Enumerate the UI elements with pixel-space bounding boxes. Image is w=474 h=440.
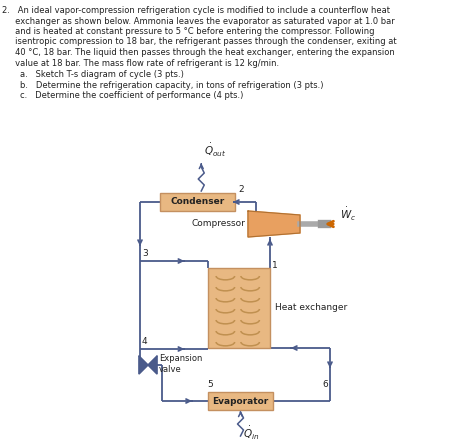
Text: Compressor: Compressor xyxy=(191,220,245,228)
Text: a.   Sketch T-s diagram of cycle (3 pts.): a. Sketch T-s diagram of cycle (3 pts.) xyxy=(20,70,184,79)
Text: 1: 1 xyxy=(272,261,278,270)
Text: 40 °C, 18 bar. The liquid then passes through the heat exchanger, entering the e: 40 °C, 18 bar. The liquid then passes th… xyxy=(2,48,395,57)
Text: 6: 6 xyxy=(322,380,328,389)
Text: 4: 4 xyxy=(142,337,147,346)
Text: $\dot{Q}_{in}$: $\dot{Q}_{in}$ xyxy=(244,425,260,440)
Text: c.   Determine the coefficient of performance (4 pts.): c. Determine the coefficient of performa… xyxy=(20,91,243,100)
Text: $\dot{W}_c$: $\dot{W}_c$ xyxy=(340,206,356,223)
Text: 2.   An ideal vapor-compression refrigeration cycle is modified to include a cou: 2. An ideal vapor-compression refrigerat… xyxy=(2,6,390,15)
Text: b.   Determine the refrigeration capacity, in tons of refrigeration (3 pts.): b. Determine the refrigeration capacity,… xyxy=(20,81,323,89)
Text: isentropic compression to 18 bar, the refrigerant passes through the condenser, : isentropic compression to 18 bar, the re… xyxy=(2,37,397,47)
Text: Expansion
valve: Expansion valve xyxy=(159,354,202,374)
Text: and is heated at constant pressure to 5 °C before entering the compressor. Follo: and is heated at constant pressure to 5 … xyxy=(2,27,374,36)
Text: value at 18 bar. The mass flow rate of refrigerant is 12 kg/min.: value at 18 bar. The mass flow rate of r… xyxy=(2,59,279,67)
Polygon shape xyxy=(148,356,157,374)
Text: 3: 3 xyxy=(142,249,148,258)
Text: Condenser: Condenser xyxy=(170,198,225,206)
FancyBboxPatch shape xyxy=(208,268,270,348)
FancyBboxPatch shape xyxy=(160,193,235,211)
Text: 5: 5 xyxy=(207,380,213,389)
Text: Heat exchanger: Heat exchanger xyxy=(275,304,347,312)
Polygon shape xyxy=(139,356,148,374)
Text: Evaporator: Evaporator xyxy=(212,396,269,406)
Text: exchanger as shown below. Ammonia leaves the evaporator as saturated vapor at 1.: exchanger as shown below. Ammonia leaves… xyxy=(2,16,395,26)
Polygon shape xyxy=(248,211,300,237)
FancyBboxPatch shape xyxy=(208,392,273,410)
Text: $\dot{Q}_{out}$: $\dot{Q}_{out}$ xyxy=(204,142,227,159)
Text: 2: 2 xyxy=(238,185,244,194)
